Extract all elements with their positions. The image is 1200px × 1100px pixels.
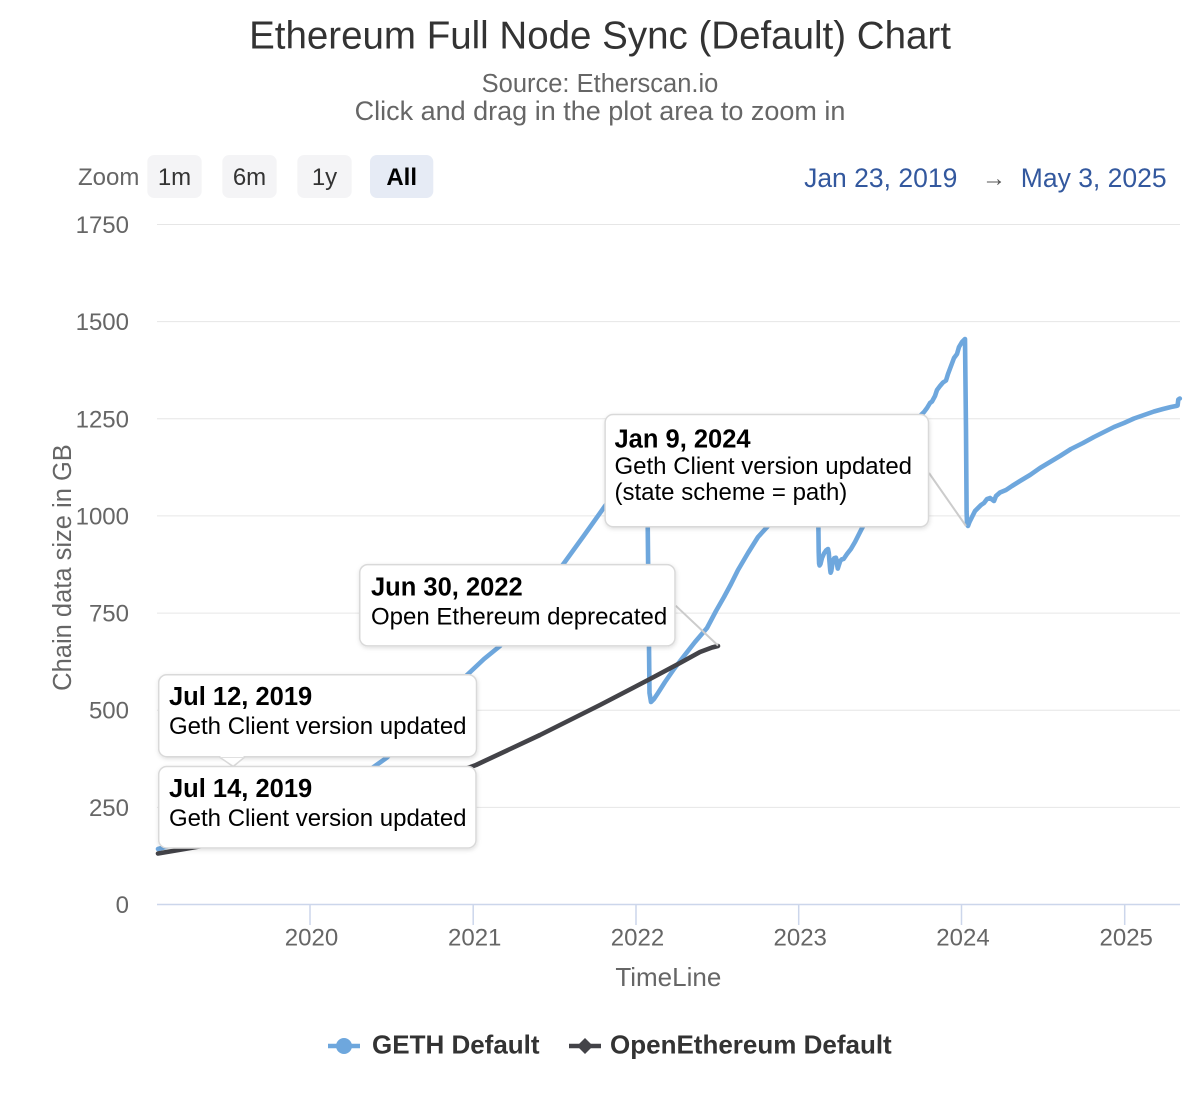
- svg-text:Ethereum Full Node Sync (Defau: Ethereum Full Node Sync (Default) Chart: [249, 15, 951, 58]
- svg-text:TimeLine: TimeLine: [615, 962, 721, 992]
- svg-text:Geth Client version updated: Geth Client version updated: [615, 453, 913, 480]
- svg-text:Jul 14, 2019: Jul 14, 2019: [169, 775, 312, 803]
- svg-text:GETH Default: GETH Default: [372, 1030, 540, 1060]
- svg-text:500: 500: [89, 698, 129, 725]
- svg-text:1750: 1750: [76, 212, 129, 239]
- svg-text:2023: 2023: [774, 925, 827, 952]
- svg-text:Jul 12, 2019: Jul 12, 2019: [169, 683, 312, 711]
- svg-text:Jun 30, 2022: Jun 30, 2022: [371, 574, 523, 602]
- svg-text:Open Ethereum deprecated: Open Ethereum deprecated: [371, 604, 667, 631]
- svg-text:1y: 1y: [312, 164, 337, 191]
- svg-text:2022: 2022: [611, 925, 664, 952]
- svg-text:2024: 2024: [936, 925, 989, 952]
- svg-text:→: →: [982, 165, 1006, 192]
- svg-text:May 3, 2025: May 3, 2025: [1021, 163, 1167, 193]
- svg-text:1000: 1000: [76, 503, 129, 530]
- svg-text:Click and drag in the plot are: Click and drag in the plot area to zoom …: [355, 96, 846, 126]
- svg-text:Jan 9, 2024: Jan 9, 2024: [615, 426, 752, 454]
- svg-text:1500: 1500: [76, 309, 129, 336]
- svg-text:Geth Client version updated: Geth Client version updated: [169, 805, 467, 832]
- svg-text:OpenEthereum Default: OpenEthereum Default: [610, 1030, 892, 1060]
- svg-text:All: All: [386, 164, 417, 191]
- svg-text:0: 0: [116, 892, 129, 919]
- svg-text:Jan 23, 2019: Jan 23, 2019: [804, 163, 957, 193]
- svg-text:Chain data size in GB: Chain data size in GB: [49, 444, 77, 691]
- svg-text:750: 750: [89, 601, 129, 628]
- svg-text:(state scheme = path): (state scheme = path): [615, 479, 848, 506]
- svg-text:250: 250: [89, 795, 129, 822]
- svg-text:2025: 2025: [1100, 925, 1153, 952]
- svg-text:1m: 1m: [158, 164, 191, 191]
- svg-text:1250: 1250: [76, 406, 129, 433]
- svg-text:Zoom: Zoom: [78, 164, 139, 191]
- svg-text:2021: 2021: [448, 925, 501, 952]
- svg-text:Source: Etherscan.io: Source: Etherscan.io: [482, 70, 719, 98]
- svg-text:2020: 2020: [285, 925, 338, 952]
- svg-text:Geth Client version updated: Geth Client version updated: [169, 713, 467, 740]
- svg-text:6m: 6m: [233, 164, 266, 191]
